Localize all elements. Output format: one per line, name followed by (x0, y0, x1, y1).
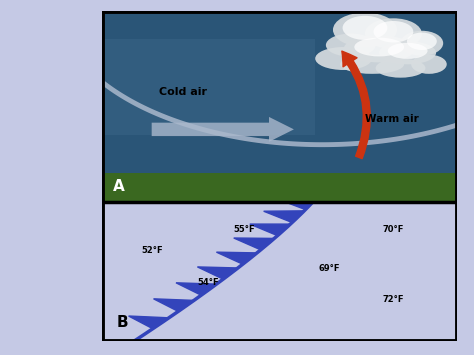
Ellipse shape (326, 34, 375, 56)
Text: Cold air: Cold air (159, 87, 207, 97)
Ellipse shape (374, 21, 413, 43)
Ellipse shape (343, 16, 387, 40)
Polygon shape (234, 238, 274, 250)
Ellipse shape (411, 55, 447, 74)
FancyArrowPatch shape (342, 51, 370, 159)
Polygon shape (197, 267, 238, 279)
Polygon shape (276, 198, 317, 209)
Text: Warm air: Warm air (365, 114, 419, 124)
Ellipse shape (315, 47, 372, 70)
Polygon shape (176, 283, 217, 295)
Polygon shape (264, 211, 304, 223)
Ellipse shape (375, 59, 425, 78)
Bar (102, 173, 457, 202)
Ellipse shape (379, 41, 436, 64)
Ellipse shape (365, 18, 422, 49)
Polygon shape (250, 224, 291, 236)
Ellipse shape (401, 31, 443, 56)
Text: 55°F: 55°F (233, 225, 255, 234)
Text: 54°F: 54°F (198, 278, 219, 287)
Bar (102, 39, 315, 135)
Text: A: A (112, 179, 124, 193)
Text: 72°F: 72°F (383, 295, 404, 304)
Polygon shape (128, 316, 169, 329)
Ellipse shape (388, 43, 428, 59)
Ellipse shape (407, 33, 437, 50)
FancyArrow shape (152, 117, 294, 142)
Polygon shape (154, 299, 194, 311)
Bar (102, 11, 457, 179)
Text: B: B (116, 315, 128, 330)
Text: 52°F: 52°F (141, 246, 163, 255)
Polygon shape (217, 252, 257, 264)
Ellipse shape (355, 38, 404, 56)
Text: 70°F: 70°F (383, 225, 404, 234)
Ellipse shape (340, 55, 404, 74)
Text: 69°F: 69°F (319, 264, 340, 273)
Ellipse shape (333, 12, 397, 47)
Ellipse shape (344, 36, 415, 62)
